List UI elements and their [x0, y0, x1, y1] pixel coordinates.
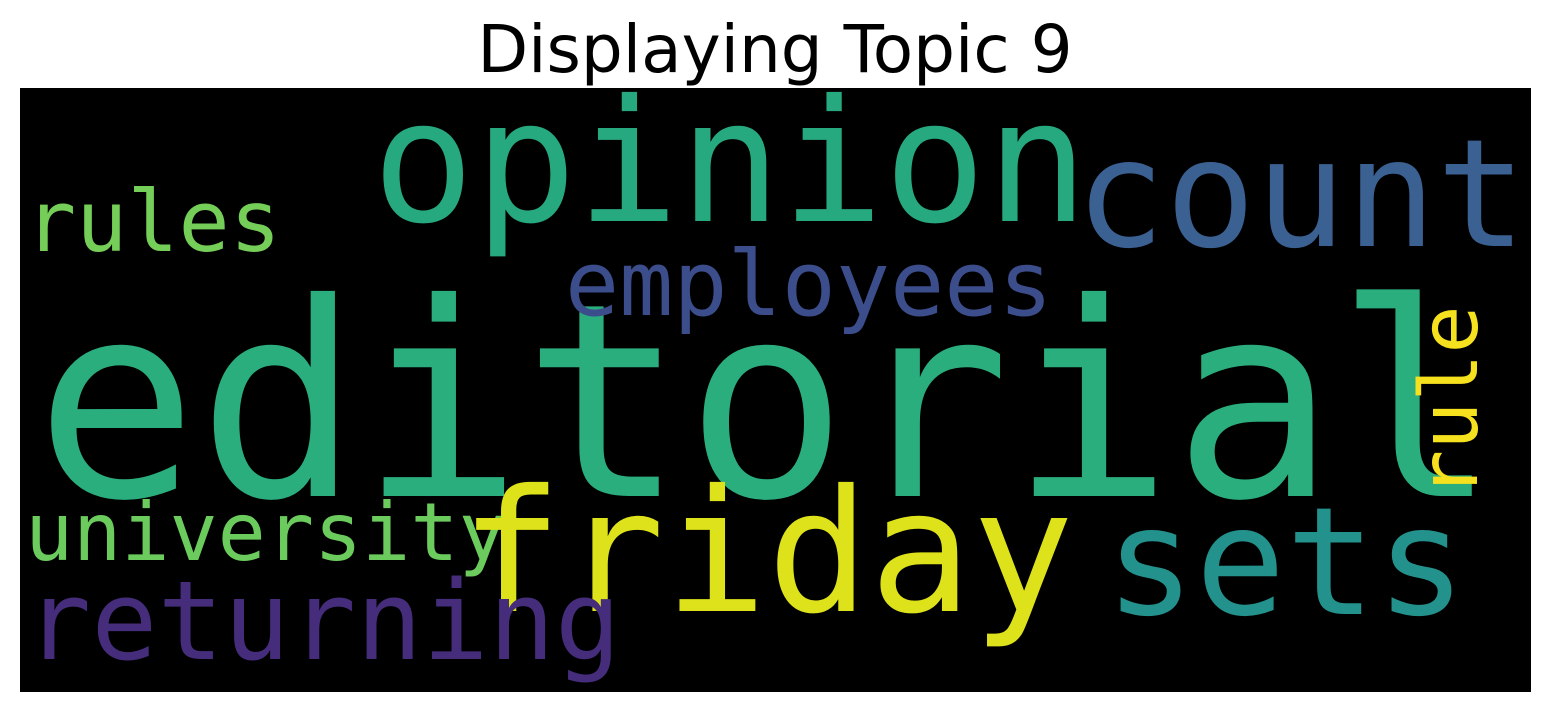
word-rule: rule: [1403, 305, 1496, 498]
word-cloud-panel: editorial opinion county rules employees…: [20, 88, 1531, 692]
word-sets: sets: [1105, 476, 1467, 650]
word-friday: friday: [460, 454, 1075, 652]
word-editorial: editorial: [35, 245, 1498, 560]
word-university: university: [25, 486, 507, 579]
word-rules: rules: [25, 173, 281, 272]
word-county: county: [1075, 108, 1531, 282]
word-opinion: opinion: [372, 88, 1089, 262]
word-returning: returning: [25, 557, 622, 685]
word-employees: employees: [565, 232, 1053, 337]
figure-title: Displaying Topic 9: [477, 11, 1073, 88]
